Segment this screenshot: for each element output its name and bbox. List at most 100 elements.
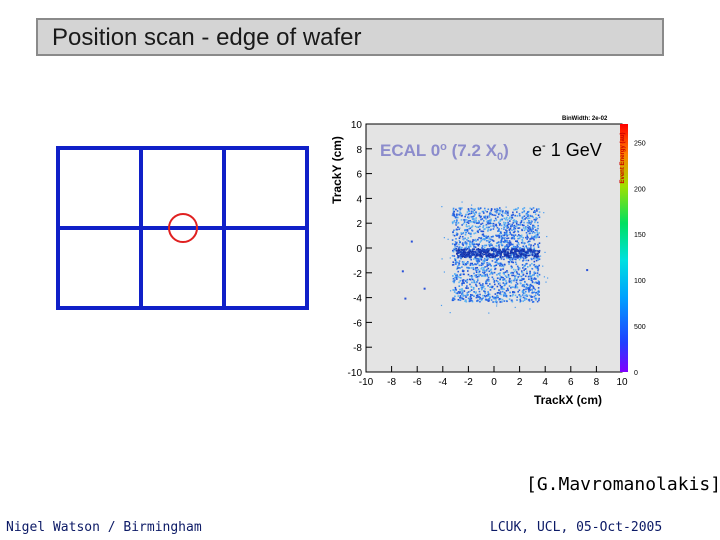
hit-point bbox=[529, 254, 531, 256]
hit-point bbox=[452, 298, 455, 301]
hit-point bbox=[491, 260, 494, 262]
hit-point bbox=[468, 251, 470, 253]
hit-point bbox=[517, 237, 519, 240]
hit-point bbox=[479, 241, 482, 243]
hit-point bbox=[484, 209, 487, 212]
hit-point bbox=[533, 209, 536, 212]
hit-point bbox=[506, 226, 509, 228]
hit-point bbox=[495, 225, 498, 227]
hit-point bbox=[464, 263, 467, 265]
hit-point bbox=[529, 232, 531, 235]
hit-point bbox=[503, 221, 505, 224]
hit-point bbox=[480, 239, 483, 242]
hit-point bbox=[485, 218, 487, 220]
hit-point bbox=[524, 236, 527, 239]
hit-point bbox=[471, 243, 474, 246]
hit-point bbox=[470, 226, 473, 228]
hit-point bbox=[455, 242, 457, 244]
hit-point bbox=[524, 268, 526, 270]
hit-point bbox=[509, 272, 512, 275]
hit-point bbox=[468, 217, 470, 219]
hit-point bbox=[478, 236, 480, 239]
hit-point bbox=[525, 246, 528, 249]
hit-point bbox=[465, 251, 467, 254]
hit-point bbox=[465, 243, 468, 246]
hit-point bbox=[460, 288, 462, 291]
hit-point bbox=[475, 219, 477, 222]
hit-point bbox=[533, 218, 536, 221]
hit-point bbox=[461, 266, 463, 268]
hit-point bbox=[501, 237, 504, 239]
hit-point bbox=[536, 266, 538, 268]
hit-point bbox=[478, 228, 481, 231]
hit-point bbox=[509, 291, 511, 294]
hit-point bbox=[452, 250, 455, 253]
hit-point bbox=[489, 240, 491, 243]
hit-point bbox=[521, 216, 524, 219]
hit-point bbox=[478, 220, 480, 222]
beam-position-marker bbox=[168, 213, 198, 243]
hit-point bbox=[476, 279, 479, 282]
hit-point bbox=[457, 270, 460, 273]
hit-point bbox=[517, 242, 520, 244]
hit-point bbox=[469, 242, 471, 244]
hit-point bbox=[462, 298, 465, 300]
hit-point bbox=[478, 208, 481, 211]
hit-point bbox=[527, 252, 529, 255]
hit-point bbox=[464, 264, 466, 267]
hit-point bbox=[495, 257, 498, 260]
hit-point bbox=[465, 249, 468, 251]
hit-point bbox=[520, 270, 523, 272]
hit-point bbox=[494, 254, 497, 257]
color-scale-bar bbox=[620, 124, 628, 372]
hit-point bbox=[504, 212, 507, 214]
hit-point bbox=[532, 300, 535, 303]
hit-point bbox=[531, 279, 533, 282]
hit-point bbox=[503, 234, 506, 236]
hit-point bbox=[538, 264, 540, 267]
hit-point bbox=[511, 253, 513, 255]
hit-point bbox=[455, 228, 458, 231]
hit-point bbox=[486, 264, 489, 266]
hit-point bbox=[525, 263, 527, 265]
hit-point bbox=[528, 254, 530, 257]
hit-point bbox=[478, 212, 481, 215]
hit-point bbox=[478, 243, 480, 246]
hit-point bbox=[495, 298, 497, 300]
hit-point bbox=[532, 257, 535, 260]
hit-point bbox=[507, 212, 509, 214]
hit-point bbox=[443, 237, 445, 239]
hit-point bbox=[533, 260, 536, 263]
hit-point bbox=[473, 246, 475, 248]
hit-point bbox=[489, 229, 492, 231]
hit-point bbox=[537, 287, 540, 289]
hit-point bbox=[527, 259, 530, 262]
hit-point bbox=[523, 243, 525, 245]
hit-point bbox=[519, 301, 521, 303]
hit-point bbox=[481, 230, 484, 233]
hit-point bbox=[471, 300, 474, 303]
hit-point bbox=[474, 232, 477, 234]
hit-point bbox=[510, 225, 512, 228]
hit-point bbox=[489, 213, 492, 215]
hit-point bbox=[490, 271, 493, 274]
hit-point bbox=[488, 283, 491, 285]
hit-point bbox=[538, 273, 541, 276]
hit-point bbox=[493, 288, 496, 290]
hit-point bbox=[508, 281, 511, 283]
hit-point bbox=[525, 298, 528, 300]
hit-point bbox=[512, 213, 515, 216]
hit-point bbox=[483, 285, 485, 288]
hit-point bbox=[506, 237, 508, 240]
hit-point bbox=[505, 280, 507, 282]
hit-point bbox=[510, 249, 513, 251]
hit-point bbox=[492, 248, 495, 250]
hit-point bbox=[534, 294, 537, 297]
hit-point bbox=[509, 234, 511, 236]
hit-point bbox=[480, 252, 482, 255]
hit-point bbox=[501, 290, 504, 293]
hit-point bbox=[456, 292, 459, 294]
hit-point bbox=[485, 250, 488, 253]
hit-point bbox=[516, 240, 519, 243]
hit-point bbox=[493, 297, 496, 300]
